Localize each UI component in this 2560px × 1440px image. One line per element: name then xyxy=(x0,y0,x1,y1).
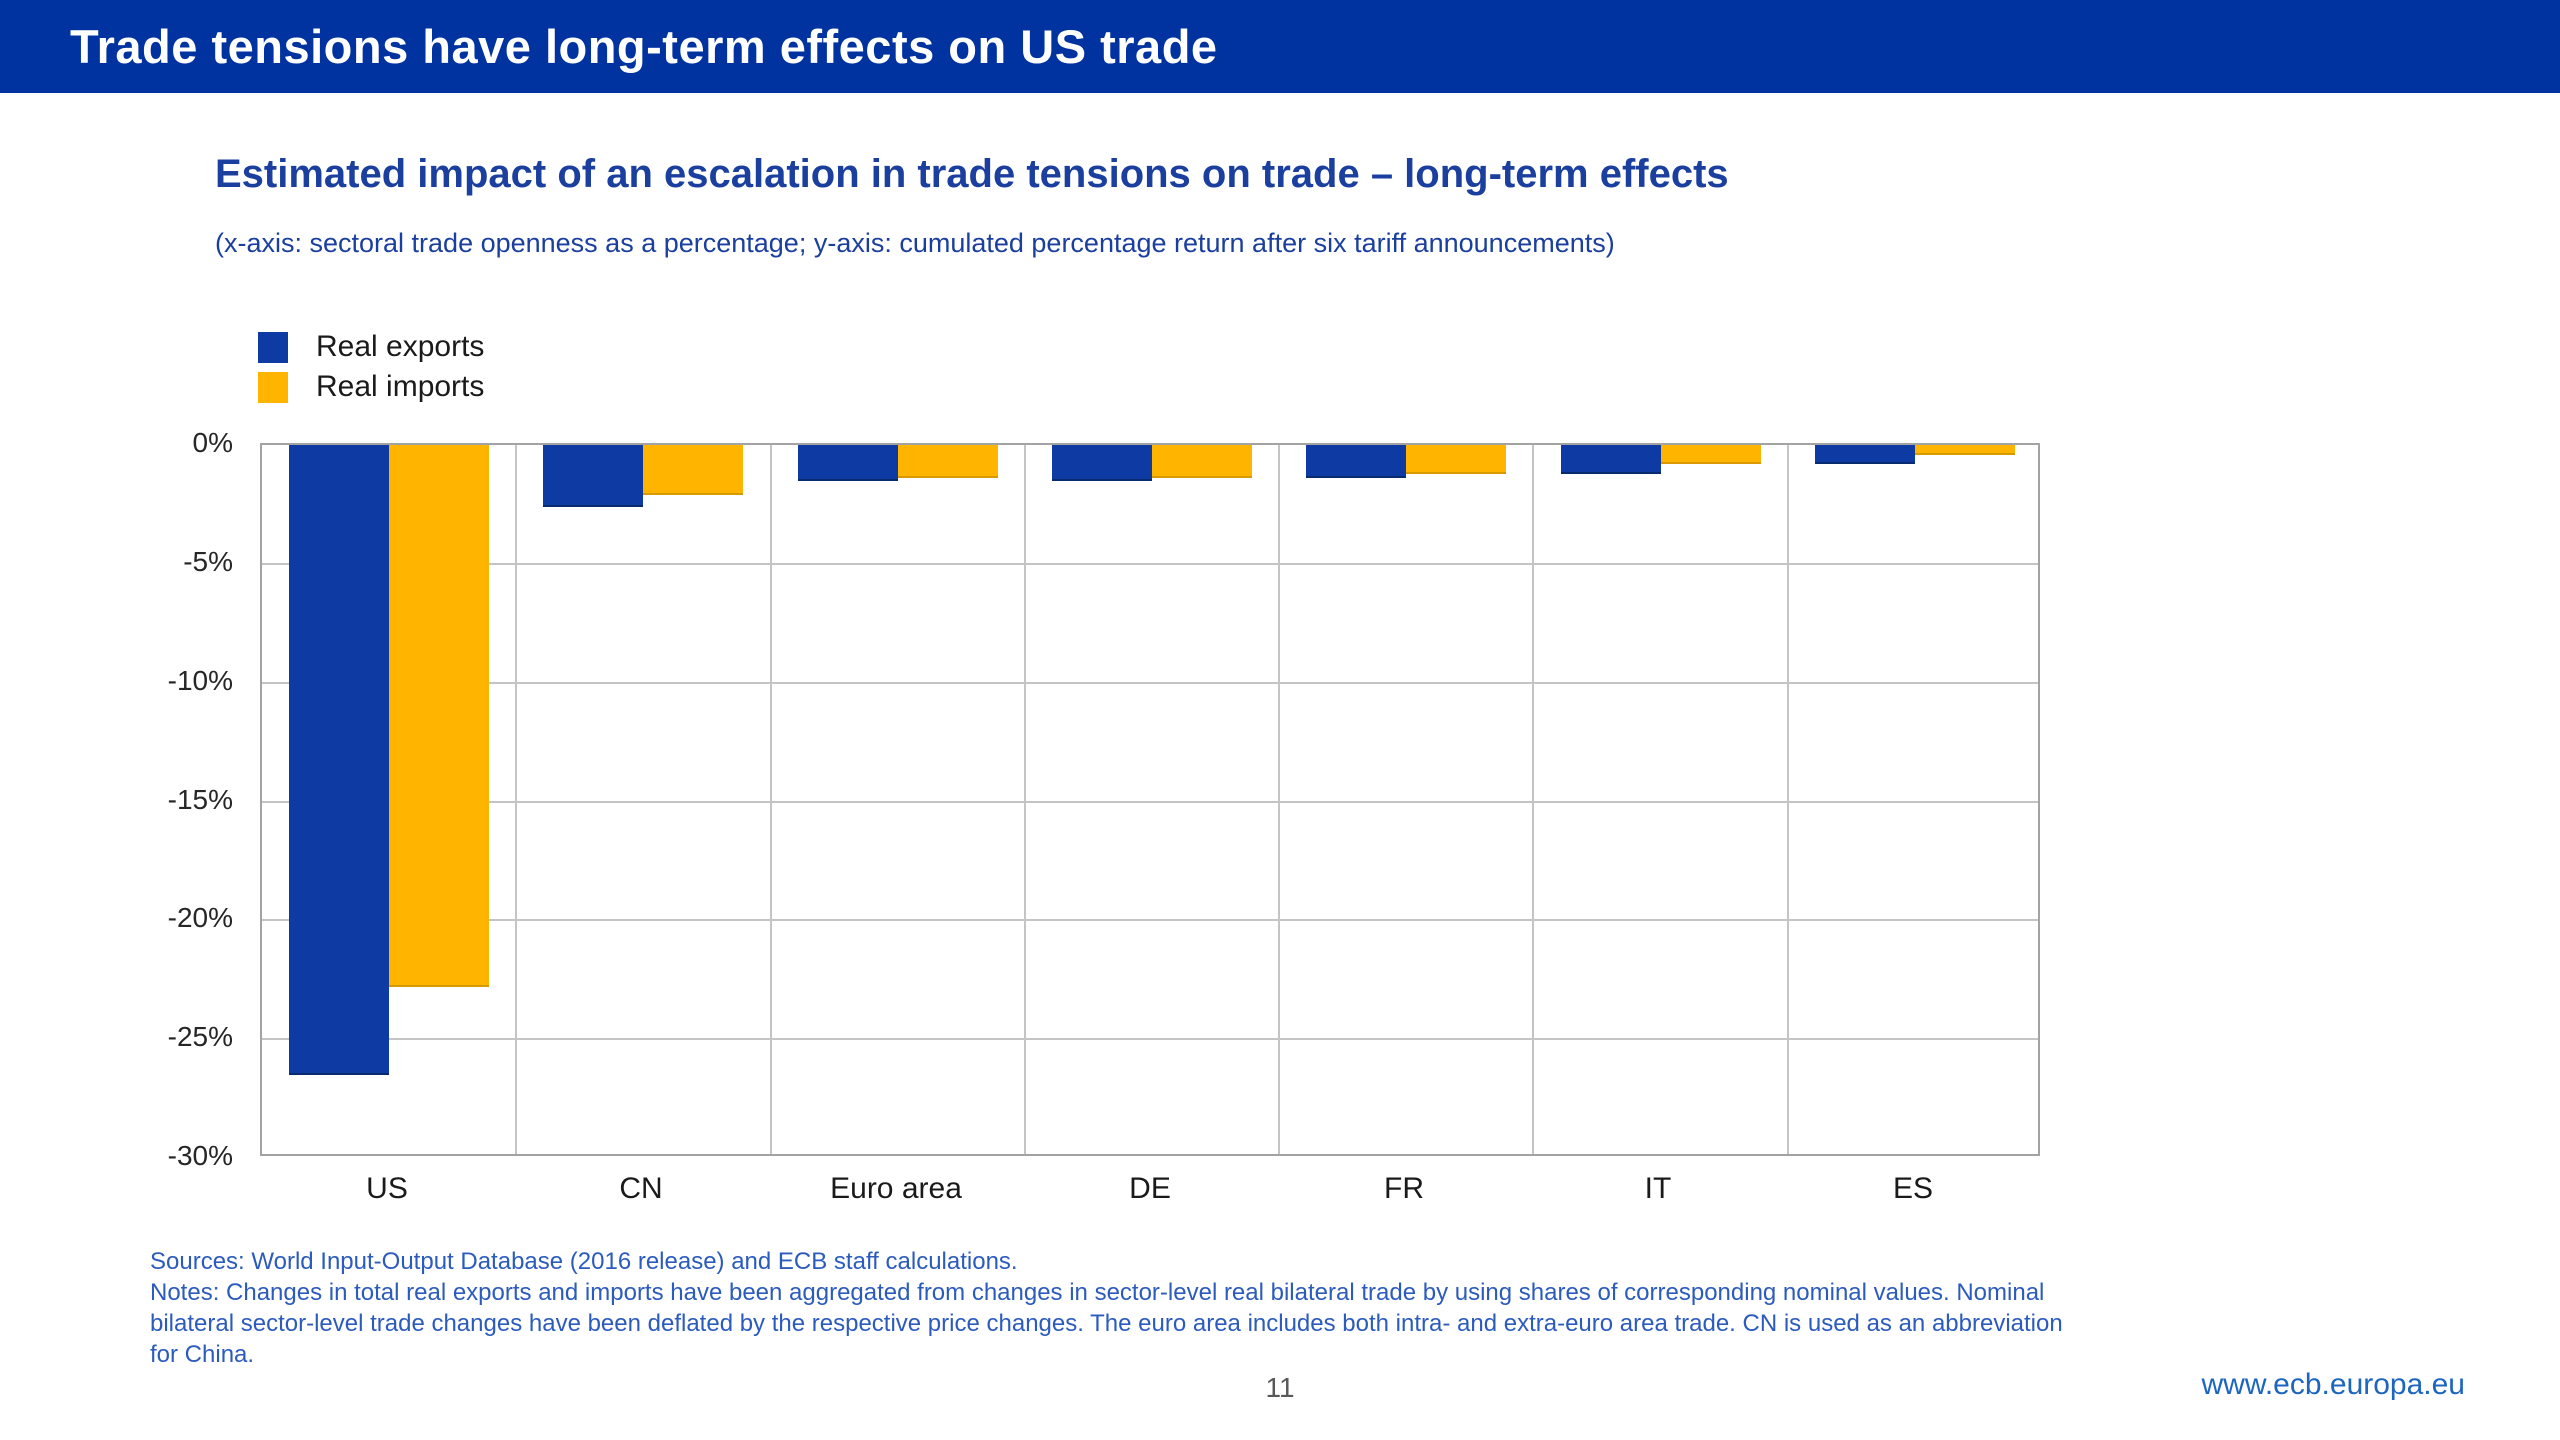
bar-real-imports-euro-area xyxy=(898,445,998,478)
gridline-horizontal xyxy=(262,563,2038,565)
y-tick-label: -25% xyxy=(167,1021,233,1052)
bar-real-exports-euro-area xyxy=(798,445,898,481)
y-tick-label: -15% xyxy=(167,784,233,815)
x-tick-label-cn: CN xyxy=(619,1172,663,1205)
legend-label-real-imports: Real imports xyxy=(316,370,485,403)
x-tick-label-de: DE xyxy=(1129,1172,1171,1205)
bar-real-imports-de xyxy=(1152,445,1252,478)
x-tick-label-euro-area: Euro area xyxy=(830,1172,962,1205)
legend-item-real-imports: Real imports xyxy=(258,367,484,407)
bar-real-imports-es xyxy=(1915,445,2015,455)
notes-line: bilateral sector-level trade changes hav… xyxy=(150,1310,2063,1337)
bar-real-imports-it xyxy=(1661,445,1761,464)
legend-label-real-exports: Real exports xyxy=(316,330,485,363)
bar-real-imports-us xyxy=(389,445,489,987)
y-tick-label: -20% xyxy=(167,902,233,933)
plot-area xyxy=(260,443,2040,1156)
y-tick-label: 0% xyxy=(192,427,233,458)
gridline-vertical xyxy=(1278,445,1280,1154)
notes-line: Notes: Changes in total real exports and… xyxy=(150,1279,2045,1306)
gridline-vertical xyxy=(1024,445,1026,1154)
bar-real-exports-us xyxy=(289,445,389,1075)
gridline-horizontal xyxy=(262,801,2038,803)
gridline-vertical xyxy=(1532,445,1534,1154)
gridline-horizontal xyxy=(262,919,2038,921)
page-title: Trade tensions have long-term effects on… xyxy=(70,20,1218,73)
chart-title: Estimated impact of an escalation in tra… xyxy=(215,152,1729,196)
gridline-vertical xyxy=(1787,445,1789,1154)
bar-real-exports-es xyxy=(1815,445,1915,464)
y-tick-label: -30% xyxy=(167,1140,233,1171)
bar-real-exports-fr xyxy=(1306,445,1406,478)
x-tick-label-es: ES xyxy=(1892,1172,1934,1205)
chart-subtitle: (x-axis: sectoral trade openness as a pe… xyxy=(215,228,1615,258)
gridline-vertical xyxy=(770,445,772,1154)
page-number: 11 xyxy=(1265,1372,1295,1403)
header-bar: Trade tensions have long-term effects on… xyxy=(0,0,2560,93)
bar-real-exports-it xyxy=(1561,445,1661,474)
x-tick-label-us: US xyxy=(366,1172,408,1205)
legend-swatch-real-exports-icon xyxy=(258,331,288,363)
bar-real-exports-de xyxy=(1052,445,1152,481)
bar-real-imports-fr xyxy=(1406,445,1506,474)
chart-legend: Real exports Real imports xyxy=(258,327,484,407)
bar-real-exports-cn xyxy=(543,445,643,507)
notes-line: Sources: World Input-Output Database (20… xyxy=(150,1248,1018,1275)
notes-line: for China. xyxy=(150,1341,255,1368)
x-tick-label-fr: FR xyxy=(1384,1172,1424,1205)
y-tick-label: -5% xyxy=(183,546,233,577)
gridline-vertical xyxy=(515,445,517,1154)
legend-swatch-real-imports-icon xyxy=(258,371,288,403)
bar-real-imports-cn xyxy=(643,445,743,495)
x-tick-label-it: IT xyxy=(1644,1172,1672,1205)
legend-item-real-exports: Real exports xyxy=(258,327,484,367)
gridline-horizontal xyxy=(262,1038,2038,1040)
source-notes: Sources: World Input-Output Database (20… xyxy=(150,1246,2063,1370)
y-tick-label: -10% xyxy=(167,665,233,696)
footer-url-link[interactable]: www.ecb.europa.eu xyxy=(2201,1368,2466,1401)
gridline-horizontal xyxy=(262,682,2038,684)
